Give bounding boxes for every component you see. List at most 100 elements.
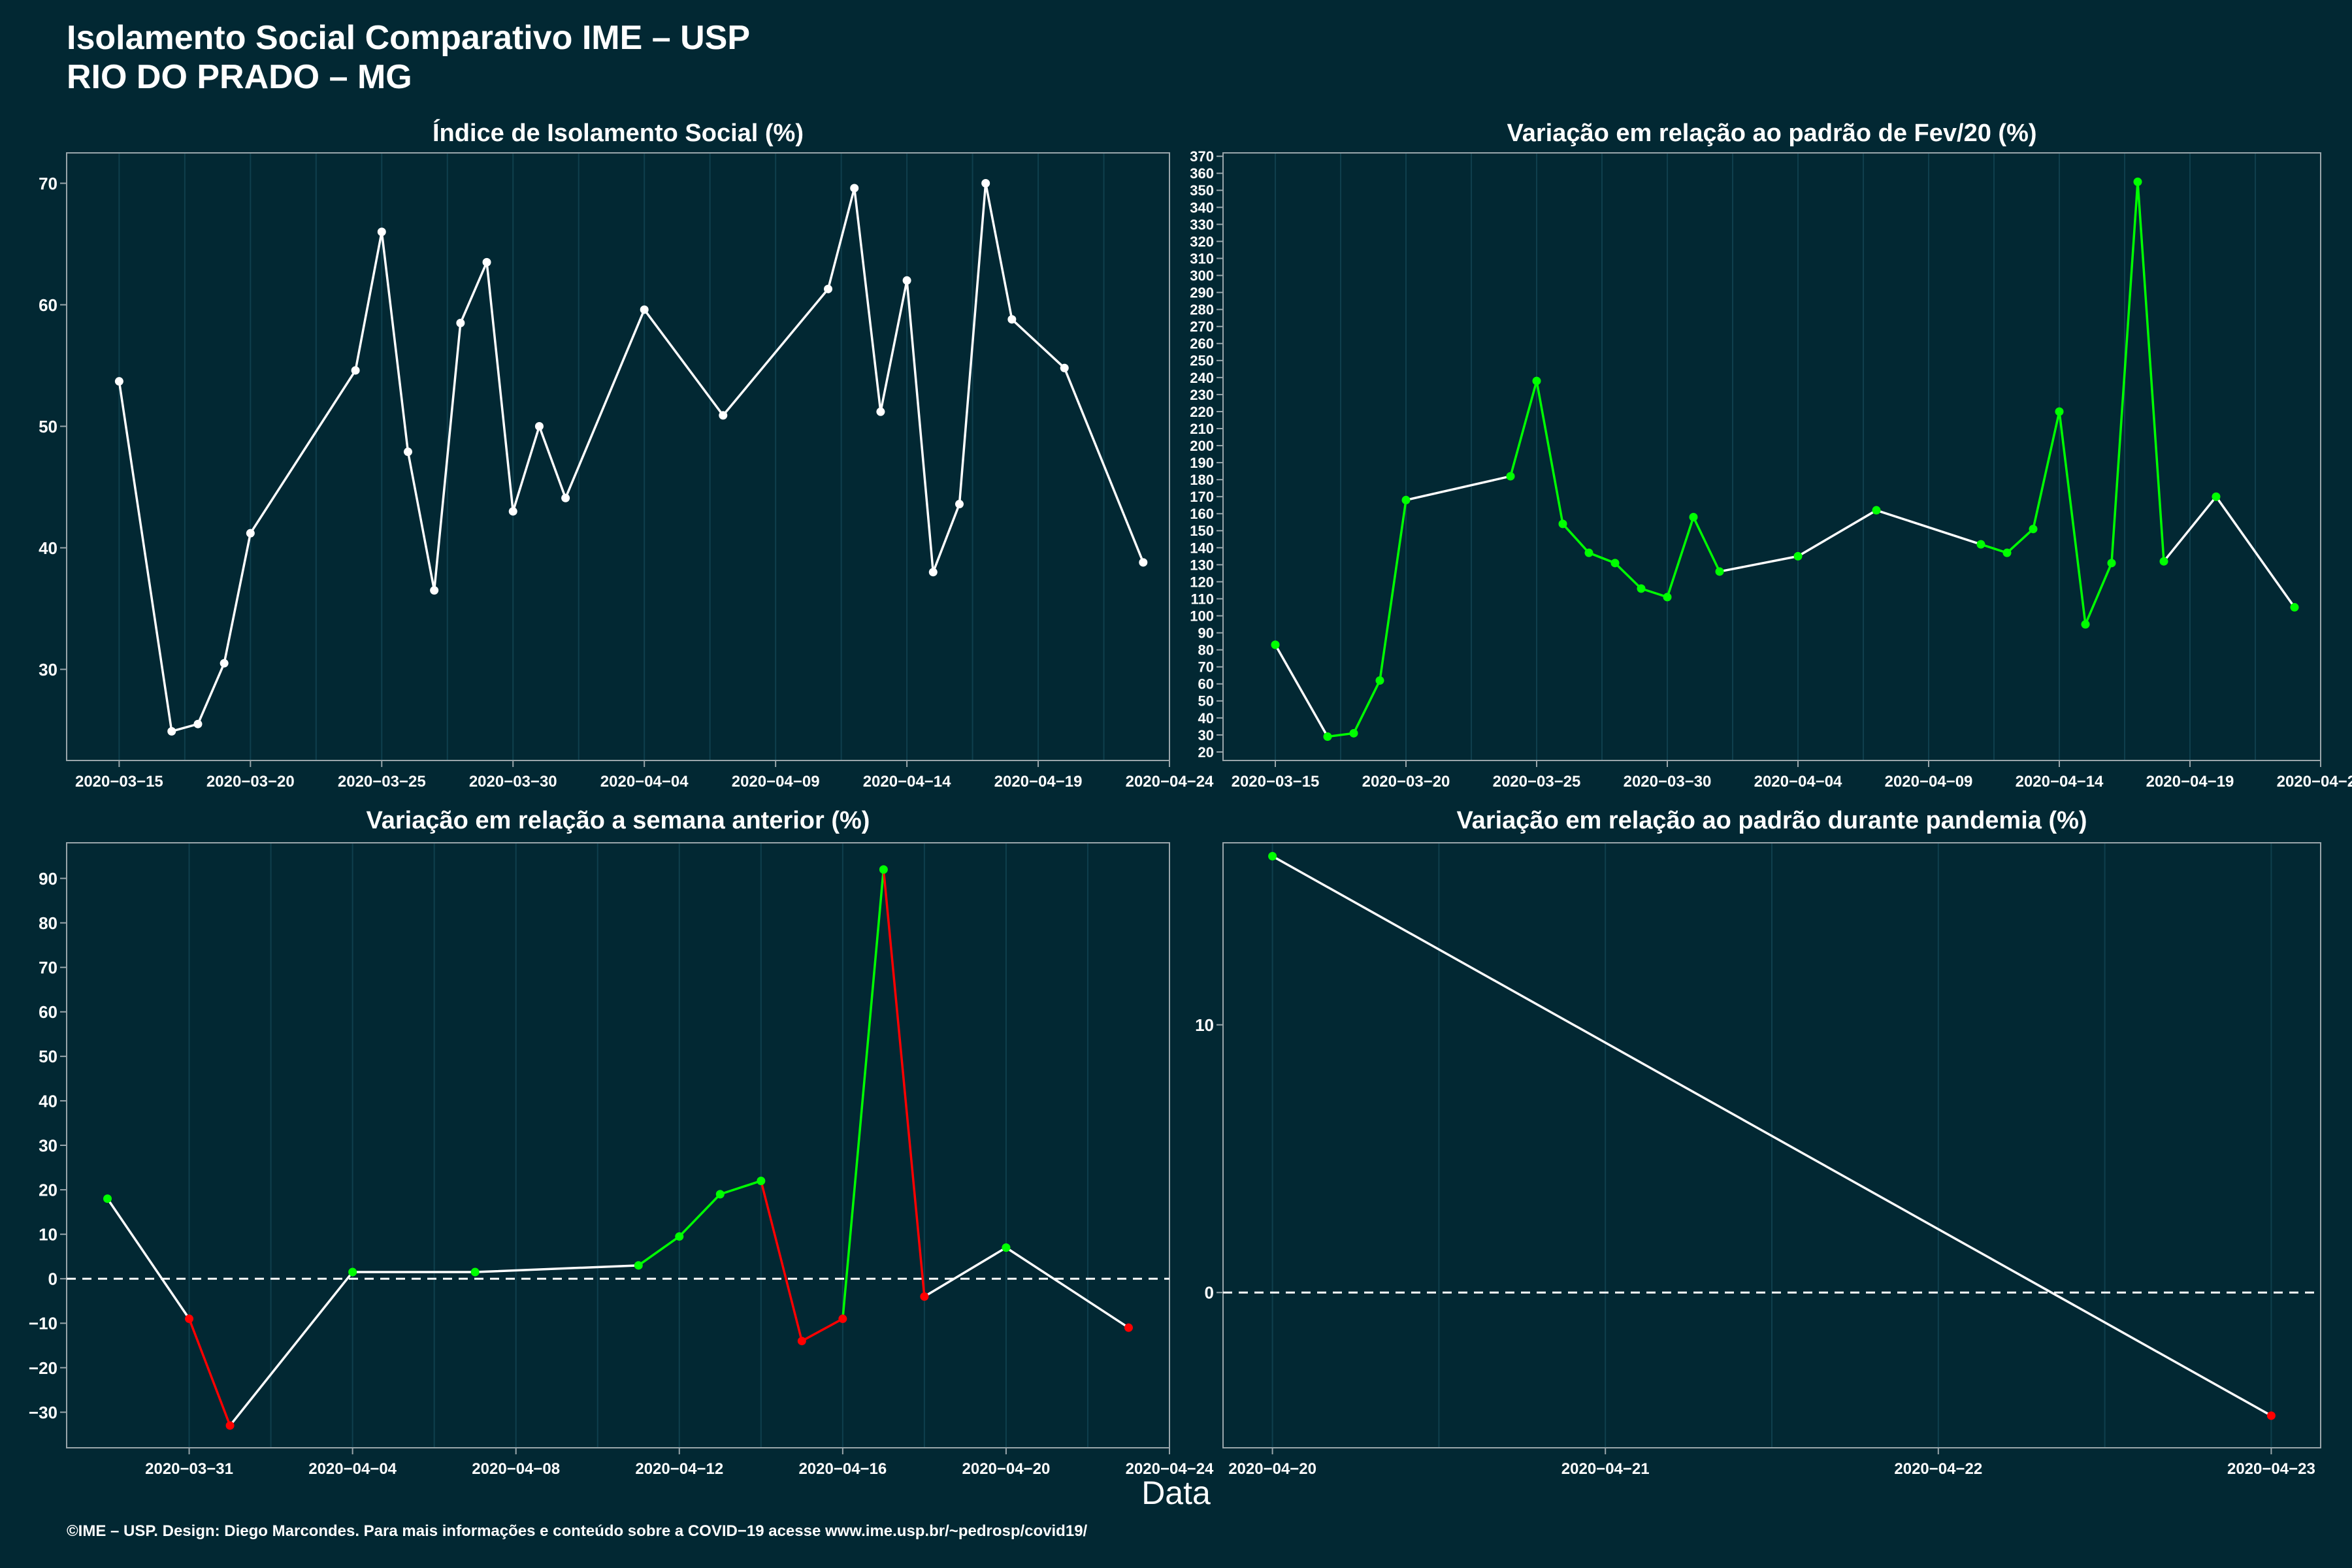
chart-panel-fev20: Variação em relação ao padrão de Fev/20 … [1190,120,2352,791]
y-tick-label: 10 [1195,1015,1214,1035]
x-tick-label: 2020−04−14 [2016,773,2104,791]
series-segment [637,1235,681,1267]
series-segment [760,1179,804,1343]
data-point [348,1267,357,1277]
data-point [220,659,229,668]
panel-border [66,842,1170,1448]
data-point [2002,548,2012,557]
series-segment [197,662,225,725]
y-tick-label: 330 [1190,216,1214,233]
y-tick-label: 230 [1190,387,1214,403]
y-tick-label: 20 [39,1180,57,1200]
data-point [1375,676,1384,685]
x-tick-label: 2020−04−19 [994,773,1083,791]
x-tick-label: 2020−04−24 [2277,773,2352,791]
series-segment [171,723,199,733]
series-segment [1640,587,1669,598]
y-tick-label: 280 [1190,302,1214,318]
y-tick-label: 50 [39,417,57,436]
x-tick-label: 2020−03−31 [145,1460,233,1478]
y-tick-label: 70 [39,958,57,977]
series-segment [2006,527,2034,554]
series-segment [719,1179,762,1196]
series-segment [1005,1246,1130,1329]
y-tick-label: 270 [1190,319,1214,335]
data-point [1872,506,1881,515]
y-tick-label: 260 [1190,336,1214,352]
y-tick-label: 340 [1190,199,1214,216]
series-segment [1980,543,2008,554]
x-tick-label: 2020−03−15 [75,773,163,791]
data-point [2266,1411,2276,1420]
chart-title: Isolamento Social Comparativo IME – USP [67,19,751,57]
series-segment [2215,495,2296,609]
x-tick-label: 2020−04−19 [2146,773,2234,791]
y-tick-label: 370 [1190,148,1214,165]
y-tick-label: 80 [39,913,57,933]
data-point [470,1267,480,1277]
series-segment [1875,509,1982,546]
data-point [1268,851,1277,860]
x-tick-label: 2020−03−30 [1624,773,1712,791]
y-tick-label: 40 [39,538,57,558]
data-point [675,1232,684,1241]
data-point [1506,472,1515,481]
x-axis-title: Data [1141,1475,1211,1511]
series-segment [1561,523,1590,554]
data-point [1610,559,1620,568]
data-point [1271,640,1280,649]
data-point [403,448,412,457]
y-tick-label: 360 [1190,165,1214,182]
y-tick-label: 0 [1205,1283,1214,1303]
series-segment [1797,509,1878,558]
series-segment [2058,410,2087,626]
data-point [1532,376,1541,385]
series-segment [643,308,725,417]
data-point [1007,315,1017,324]
data-point [1060,363,1069,372]
data-point [1715,567,1724,576]
series-segment [564,308,645,499]
y-tick-label: 50 [39,1047,57,1066]
panel-border [1222,152,2321,761]
series-segment [1011,318,1066,369]
series-segment [1352,679,1381,735]
y-tick-label: 90 [1198,625,1214,642]
data-point [2159,557,2168,566]
data-point [1663,593,1672,602]
x-tick-label: 2020−04−09 [732,773,820,791]
panel-border [1222,842,2321,1448]
y-tick-label: −20 [29,1358,57,1378]
data-point [2133,177,2142,186]
series-segment [459,261,488,325]
y-tick-label: 30 [39,660,57,679]
x-tick-label: 2020−03−15 [1232,773,1320,791]
y-tick-label: 90 [39,869,57,889]
y-tick-label: 80 [1198,642,1214,659]
data-point [920,1292,929,1301]
data-point [2290,603,2299,612]
series-segment [380,231,410,453]
series-segment [800,1317,844,1343]
series-segment [1063,367,1145,564]
y-tick-label: 30 [1198,727,1214,743]
y-tick-label: 210 [1190,421,1214,437]
series-segment [678,1193,722,1238]
data-point [1637,584,1646,593]
x-tick-label: 2020−04−04 [308,1460,397,1478]
panel-title: Variação em relação ao padrão de Fev/20 … [1507,120,2036,147]
x-tick-label: 2020−03−20 [206,773,295,791]
y-tick-label: 170 [1190,489,1214,505]
data-point [430,586,439,595]
data-point [167,727,176,736]
y-tick-label: 160 [1190,506,1214,522]
data-point [482,257,491,267]
chart-panel-pandemia: Variação em relação ao padrão durante pa… [1195,807,2321,1478]
y-tick-label: 40 [39,1091,57,1111]
data-point [1558,519,1567,529]
x-tick-label: 2020−04−08 [472,1460,560,1478]
y-tick-label: 30 [39,1135,57,1155]
data-point [1002,1243,1011,1252]
chart-subtitle: RIO DO PRADO – MG [67,58,412,96]
data-point [185,1315,194,1324]
